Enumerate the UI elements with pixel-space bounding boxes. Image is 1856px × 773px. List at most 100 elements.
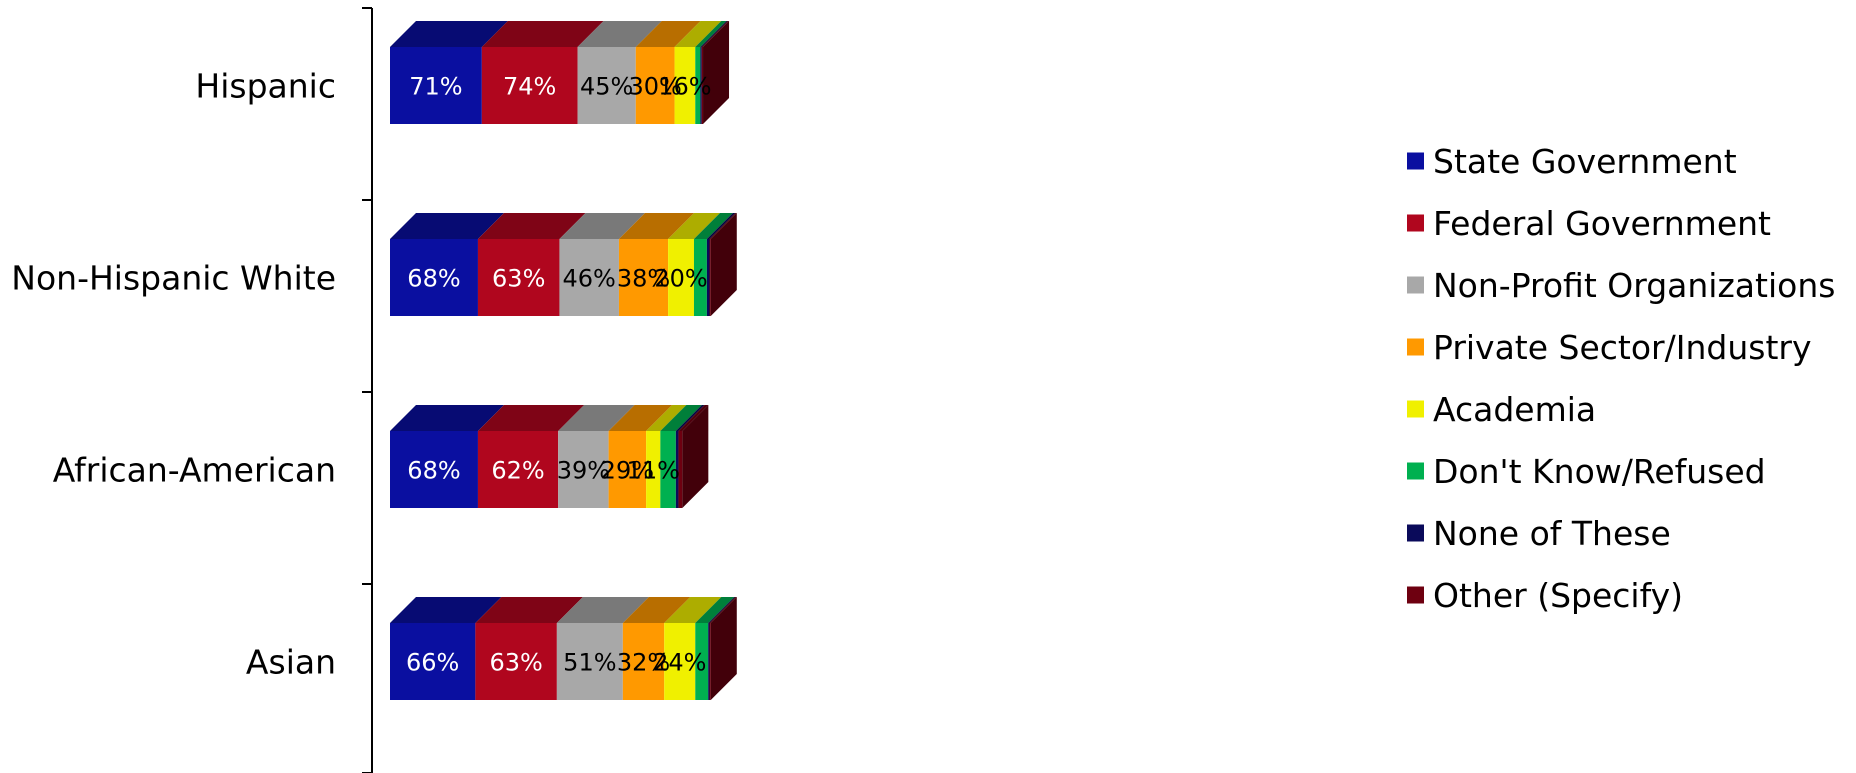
data-label: 63% (489, 649, 542, 677)
bar-top-don-t-know-refused (660, 405, 702, 431)
bar-top-other-specify (701, 21, 730, 47)
legend-swatch (1407, 524, 1424, 542)
bar-top-don-t-know-refused (693, 213, 733, 239)
legend-item-private-sector-industry: Private Sector/Industry (1407, 328, 1812, 367)
data-label: 51% (563, 649, 616, 677)
bar-don-t-know-refused (660, 431, 676, 508)
bar-top-other-specify (709, 597, 737, 623)
legend-item-state-government: State Government (1407, 142, 1737, 181)
legend-label: Don't Know/Refused (1433, 452, 1766, 491)
data-label: 32% (617, 649, 670, 677)
bar-academia (646, 431, 661, 508)
bar-top-academia (668, 213, 720, 239)
bar-top-none-of-these (706, 213, 736, 239)
legend-label: Private Sector/Industry (1433, 328, 1812, 367)
bar-side (682, 405, 709, 508)
category-label: Non-Hispanic White (11, 259, 336, 298)
category-label: African-American (53, 451, 336, 490)
data-label: 45% (580, 73, 633, 101)
bar-row-african-american: African-American 68% 62% 39%29%11% (53, 405, 709, 508)
legend-swatch (1407, 462, 1424, 480)
data-label: 38% (617, 265, 670, 293)
bar-academia (674, 47, 696, 124)
legend-swatch (1407, 400, 1424, 418)
data-label: 11% (627, 457, 680, 485)
bar-none-of-these (708, 623, 710, 700)
bar-row-non-hispanic-white: Non-Hispanic White 68% 63% 46% 38%20% (11, 213, 737, 316)
bar-top-state-government (390, 21, 508, 47)
bar-row-hispanic: Hispanic 71% 74% 45%30%16% (195, 21, 730, 124)
data-label: 74% (503, 73, 556, 101)
legend-swatch (1407, 214, 1424, 232)
bar-top-private-sector-industry (635, 21, 701, 47)
bar-top-none-of-these (708, 597, 736, 623)
bar-top-state-government (390, 405, 504, 431)
bar-top-academia (646, 405, 687, 431)
legend-item-academia: Academia (1407, 390, 1596, 429)
legend-label: Federal Government (1433, 204, 1771, 243)
bar-other-specify (701, 47, 704, 124)
bar-top-none-of-these (675, 405, 705, 431)
bar-top-academia (664, 597, 722, 623)
legend-item-none-of-these: None of These (1407, 514, 1671, 553)
bar-state-government (390, 431, 478, 508)
bar-top-private-sector-industry (622, 597, 691, 623)
bar-top-federal-government (477, 213, 586, 239)
data-label: 46% (563, 265, 616, 293)
legend-item-federal-government: Federal Government (1407, 204, 1771, 243)
bar-federal-government (475, 623, 557, 700)
bar-non-profit-organizations (559, 239, 619, 316)
bar-top-non-profit-organizations (558, 405, 635, 431)
legend-label: State Government (1433, 142, 1737, 181)
data-label: 29% (601, 457, 654, 485)
data-label: 68% (407, 265, 460, 293)
legend-item-other-specify: Other (Specify) (1407, 576, 1683, 615)
category-axis (362, 7, 373, 773)
bar-none-of-these (700, 47, 702, 124)
bar-state-government (390, 623, 476, 700)
bar-federal-government (477, 431, 559, 508)
category-label: Hispanic (195, 67, 336, 106)
bar-none-of-these (675, 431, 679, 508)
bar-don-t-know-refused (695, 47, 701, 124)
bar-none-of-these (706, 239, 710, 316)
bar-side (703, 21, 730, 124)
bar-top-non-profit-organizations (556, 597, 649, 623)
legend-label: None of These (1433, 514, 1671, 553)
data-label: 63% (492, 265, 545, 293)
bar-top-private-sector-industry (608, 405, 673, 431)
legend-item-non-profit-organizations: Non-Profit Organizations (1407, 266, 1835, 305)
bar-private-sector-industry (608, 431, 647, 508)
bar-other-specify (678, 431, 683, 508)
bar-other-specify (709, 239, 711, 316)
bar-non-profit-organizations (577, 47, 636, 124)
category-label: Asian (246, 643, 336, 682)
bar-top-federal-government (475, 597, 583, 623)
bar-side (710, 597, 737, 700)
legend-label: Academia (1433, 390, 1596, 429)
data-label: 24% (653, 649, 706, 677)
legend: State Government Federal Government Non-Pr… (1407, 142, 1835, 615)
legend-label: Non-Profit Organizations (1433, 266, 1835, 305)
bar-top-none-of-these (700, 21, 728, 47)
bars: Hispanic 71% 74% 45%30%16% Non-Hispanic Whit… (11, 21, 737, 700)
bar-other-specify (709, 623, 711, 700)
bar-top-state-government (390, 213, 504, 239)
data-label: 20% (654, 265, 707, 293)
bar-top-academia (674, 21, 722, 47)
bar-top-non-profit-organizations (559, 213, 645, 239)
bar-top-private-sector-industry (618, 213, 695, 239)
bar-top-other-specify (678, 405, 709, 431)
bar-top-other-specify (709, 213, 737, 239)
legend-swatch (1407, 338, 1424, 356)
legend-item-don-t-know-refused: Don't Know/Refused (1407, 452, 1766, 491)
legend-label: Other (Specify) (1433, 576, 1683, 615)
data-label: 68% (407, 457, 460, 485)
data-label: 39% (557, 457, 610, 485)
legend-swatch (1407, 152, 1424, 170)
bar-top-federal-government (477, 405, 585, 431)
bar-top-non-profit-organizations (577, 21, 662, 47)
bar-state-government (390, 47, 482, 124)
bar-federal-government (481, 47, 578, 124)
